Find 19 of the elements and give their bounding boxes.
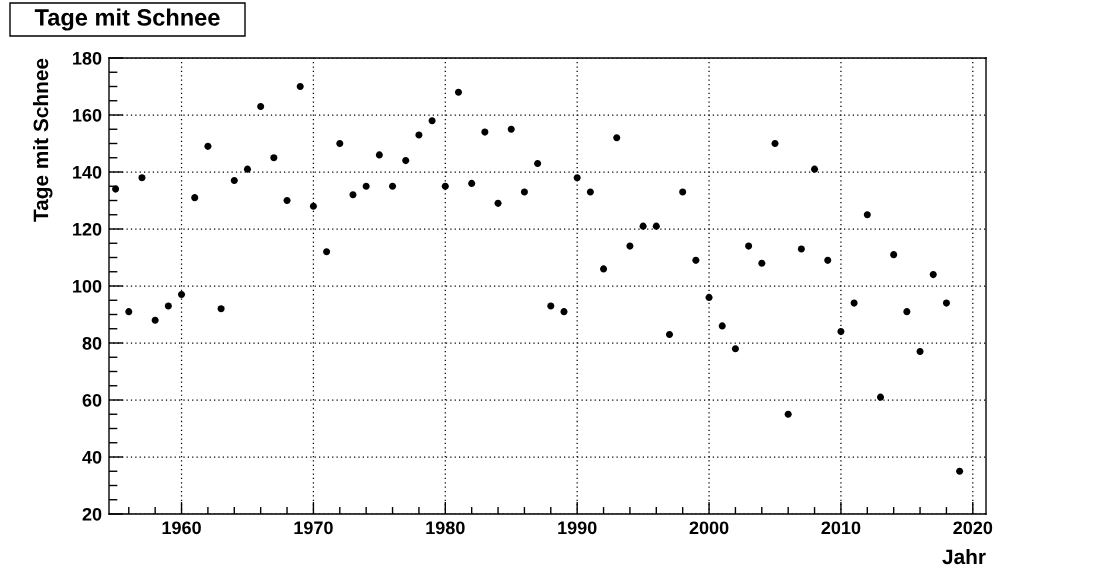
- y-tick-label: 180: [73, 51, 102, 65]
- y-tick-label: 40: [82, 450, 102, 464]
- x-tick-label: 1970: [294, 521, 333, 535]
- chart-title: Tage mit Schnee: [34, 8, 220, 31]
- y-tick-label: 120: [73, 222, 102, 236]
- x-tick-label: 2010: [821, 521, 861, 535]
- y-axis-title: Tage mit Schnee: [32, 58, 53, 222]
- y-tick-label: 80: [82, 336, 102, 350]
- x-axis-title: Jahr: [942, 548, 986, 565]
- y-tick-label: 20: [82, 507, 102, 521]
- y-tick-label: 60: [82, 393, 102, 407]
- y-tick-label: 160: [73, 108, 102, 122]
- x-tick-label: 2000: [689, 521, 729, 535]
- x-tick-label: 1980: [426, 521, 465, 535]
- x-tick-label: 2020: [953, 521, 993, 535]
- y-tick-label: 100: [73, 279, 102, 293]
- y-tick-label: 140: [73, 165, 102, 179]
- x-tick-label: 1960: [162, 521, 201, 535]
- x-tick-label: 1990: [558, 521, 597, 535]
